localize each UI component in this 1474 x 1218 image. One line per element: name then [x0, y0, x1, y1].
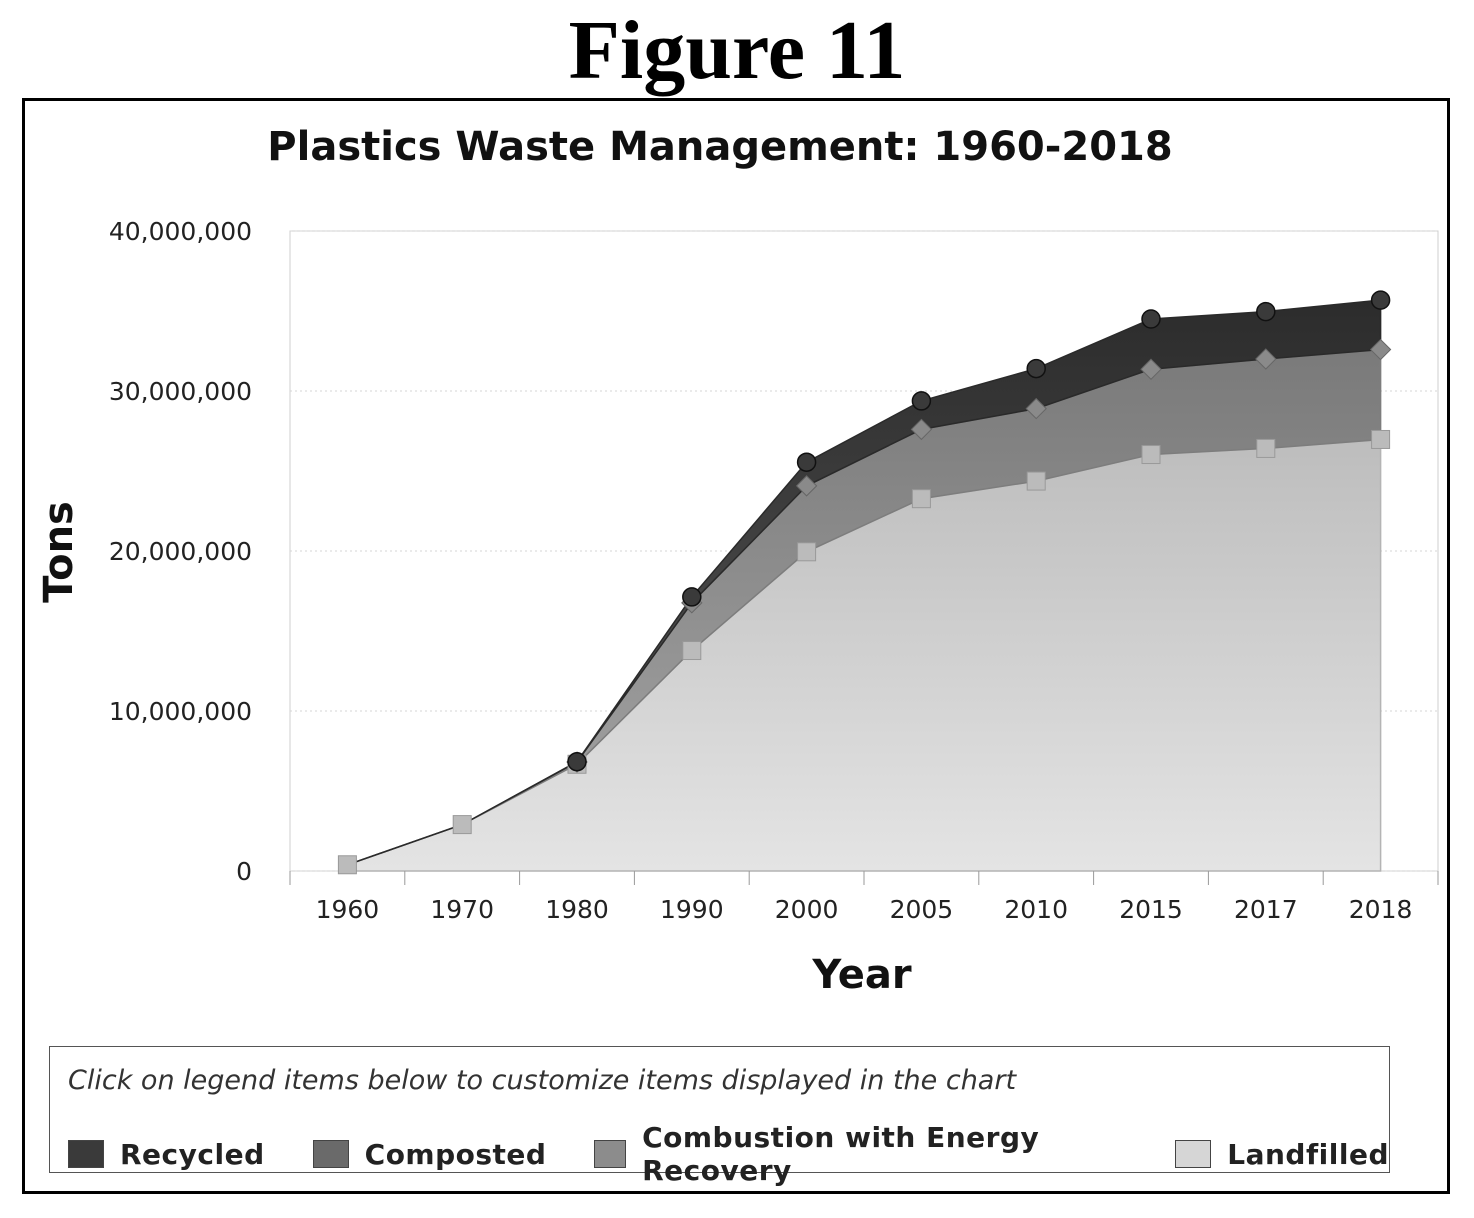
- y-tick-label: 30,000,000: [109, 377, 252, 406]
- legend-swatch-landfilled: [1175, 1140, 1212, 1168]
- x-tick-label: 1980: [545, 895, 609, 924]
- x-tick-label: 1990: [660, 895, 724, 924]
- legend: Click on legend items below to customize…: [49, 1046, 1390, 1187]
- legend-items: Recycled Composted Combustion with Energ…: [68, 1121, 1389, 1187]
- y-tick-label: 20,000,000: [109, 537, 252, 566]
- legend-label-combustion: Combustion with Energy Recovery: [642, 1121, 1040, 1187]
- marker-recycled: [1141, 309, 1161, 329]
- marker-recycled: [1026, 358, 1046, 379]
- marker-landfilled: [1371, 429, 1391, 449]
- y-axis-label: Tons: [36, 501, 82, 603]
- figure-label: Figure 11: [568, 4, 906, 97]
- legend-label-recycled: Recycled: [120, 1137, 265, 1171]
- legend-item-combustion[interactable]: Combustion with Energy Recovery: [594, 1121, 1127, 1187]
- marker-landfilled: [911, 489, 931, 509]
- y-tick-label: 40,000,000: [109, 217, 252, 246]
- legend-swatch-combustion: [594, 1140, 627, 1168]
- x-tick-label: 2000: [775, 895, 839, 924]
- legend-hint: Click on legend items below to customize…: [68, 1065, 1017, 1096]
- x-tick-label: 2015: [1119, 895, 1183, 924]
- x-tick-label: 2017: [1234, 895, 1298, 924]
- marker-landfilled: [337, 855, 357, 875]
- x-tick-label: 1960: [316, 895, 380, 924]
- marker-recycled: [1370, 290, 1391, 310]
- x-tick-label: 2018: [1349, 895, 1413, 924]
- marker-recycled: [911, 391, 932, 411]
- marker-landfilled: [1256, 438, 1276, 458]
- legend-label-composted: Composted: [364, 1137, 547, 1171]
- chart-title: Plastics Waste Management: 1960-2018: [267, 124, 1172, 170]
- marker-landfilled: [1026, 471, 1046, 491]
- marker-recycled: [1256, 301, 1276, 322]
- marker-combustion: [1140, 358, 1162, 380]
- chart-frame: [22, 98, 1450, 1194]
- y-tick-label: 10,000,000: [109, 697, 252, 726]
- marker-combustion: [1369, 338, 1392, 361]
- legend-item-recycled[interactable]: Recycled: [68, 1138, 265, 1171]
- x-tick-label: 1970: [430, 895, 494, 924]
- y-tick-label: 0: [236, 857, 252, 886]
- marker-combustion: [910, 418, 933, 441]
- x-tick-label: 2005: [890, 895, 954, 924]
- marker-recycled: [796, 452, 817, 472]
- marker-combustion: [1025, 397, 1047, 420]
- marker-landfilled: [797, 542, 817, 562]
- legend-swatch-recycled: [68, 1140, 104, 1168]
- legend-item-landfilled[interactable]: Landfilled: [1175, 1138, 1389, 1171]
- area-recycled[interactable]: [347, 299, 1382, 866]
- marker-landfilled: [452, 815, 472, 835]
- x-axis-label: Year: [811, 952, 911, 998]
- marker-combustion: [1255, 348, 1277, 370]
- legend-label-landfilled: Landfilled: [1227, 1137, 1389, 1171]
- marker-landfilled: [1141, 445, 1161, 465]
- legend-swatch-composted: [312, 1140, 349, 1168]
- x-tick-label: 2010: [1004, 895, 1068, 924]
- legend-item-composted[interactable]: Composted: [312, 1137, 547, 1171]
- marker-recycled: [682, 587, 702, 607]
- marker-recycled: [567, 751, 587, 772]
- marker-combustion: [795, 475, 818, 497]
- marker-landfilled: [682, 641, 702, 661]
